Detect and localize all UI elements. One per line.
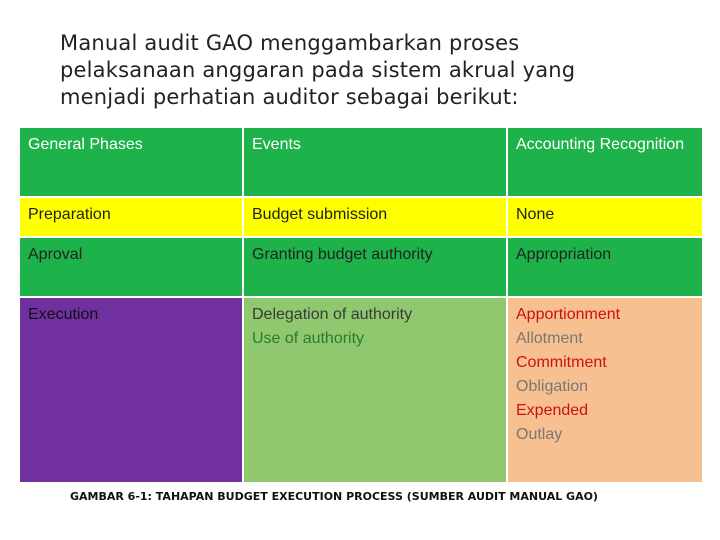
- phase-cell: Aproval: [18, 236, 244, 298]
- slide-title: Manual audit GAO menggambarkan proses pe…: [60, 30, 660, 111]
- table-row-execution: Execution Delegation of authority Use of…: [18, 296, 704, 484]
- table-row-preparation: Preparation Budget submission None: [18, 196, 704, 238]
- events-cell: Budget submission: [242, 196, 508, 238]
- events-cell: Granting budget authority: [242, 236, 508, 298]
- phase-cell: Preparation: [18, 196, 244, 238]
- header-events: Events: [242, 126, 508, 198]
- recognition-item: Commitment: [516, 354, 607, 371]
- title-line: menjadi perhatian auditor sebagai beriku…: [60, 85, 519, 109]
- recognition-cell: Apportionment Allotment Commitment Oblig…: [506, 296, 704, 484]
- header-accounting-recognition: Accounting Recognition: [506, 126, 704, 198]
- recognition-item: Outlay: [516, 426, 563, 443]
- table-row-approval: Aproval Granting budget authority Approp…: [18, 236, 704, 298]
- recognition-item: Apportionment: [516, 306, 621, 323]
- title-line: pelaksanaan anggaran pada sistem akrual …: [60, 58, 576, 82]
- budget-execution-table: General Phases Events Accounting Recogni…: [18, 126, 704, 484]
- recognition-item: Expended: [516, 402, 589, 419]
- table-header-row: General Phases Events Accounting Recogni…: [18, 126, 704, 198]
- recognition-item: Allotment: [516, 330, 583, 347]
- recognition-cell: None: [506, 196, 704, 238]
- event-item: Delegation of authority: [252, 306, 413, 323]
- figure-caption: GAMBAR 6-1: TAHAPAN BUDGET EXECUTION PRO…: [70, 490, 598, 503]
- title-line: Manual audit GAO menggambarkan proses: [60, 31, 520, 55]
- phase-cell: Execution: [18, 296, 244, 484]
- recognition-item: Obligation: [516, 378, 589, 395]
- header-general-phases: General Phases: [18, 126, 244, 198]
- event-item: Use of authority: [252, 330, 365, 347]
- recognition-cell: Appropriation: [506, 236, 704, 298]
- events-cell: Delegation of authority Use of authority: [242, 296, 508, 484]
